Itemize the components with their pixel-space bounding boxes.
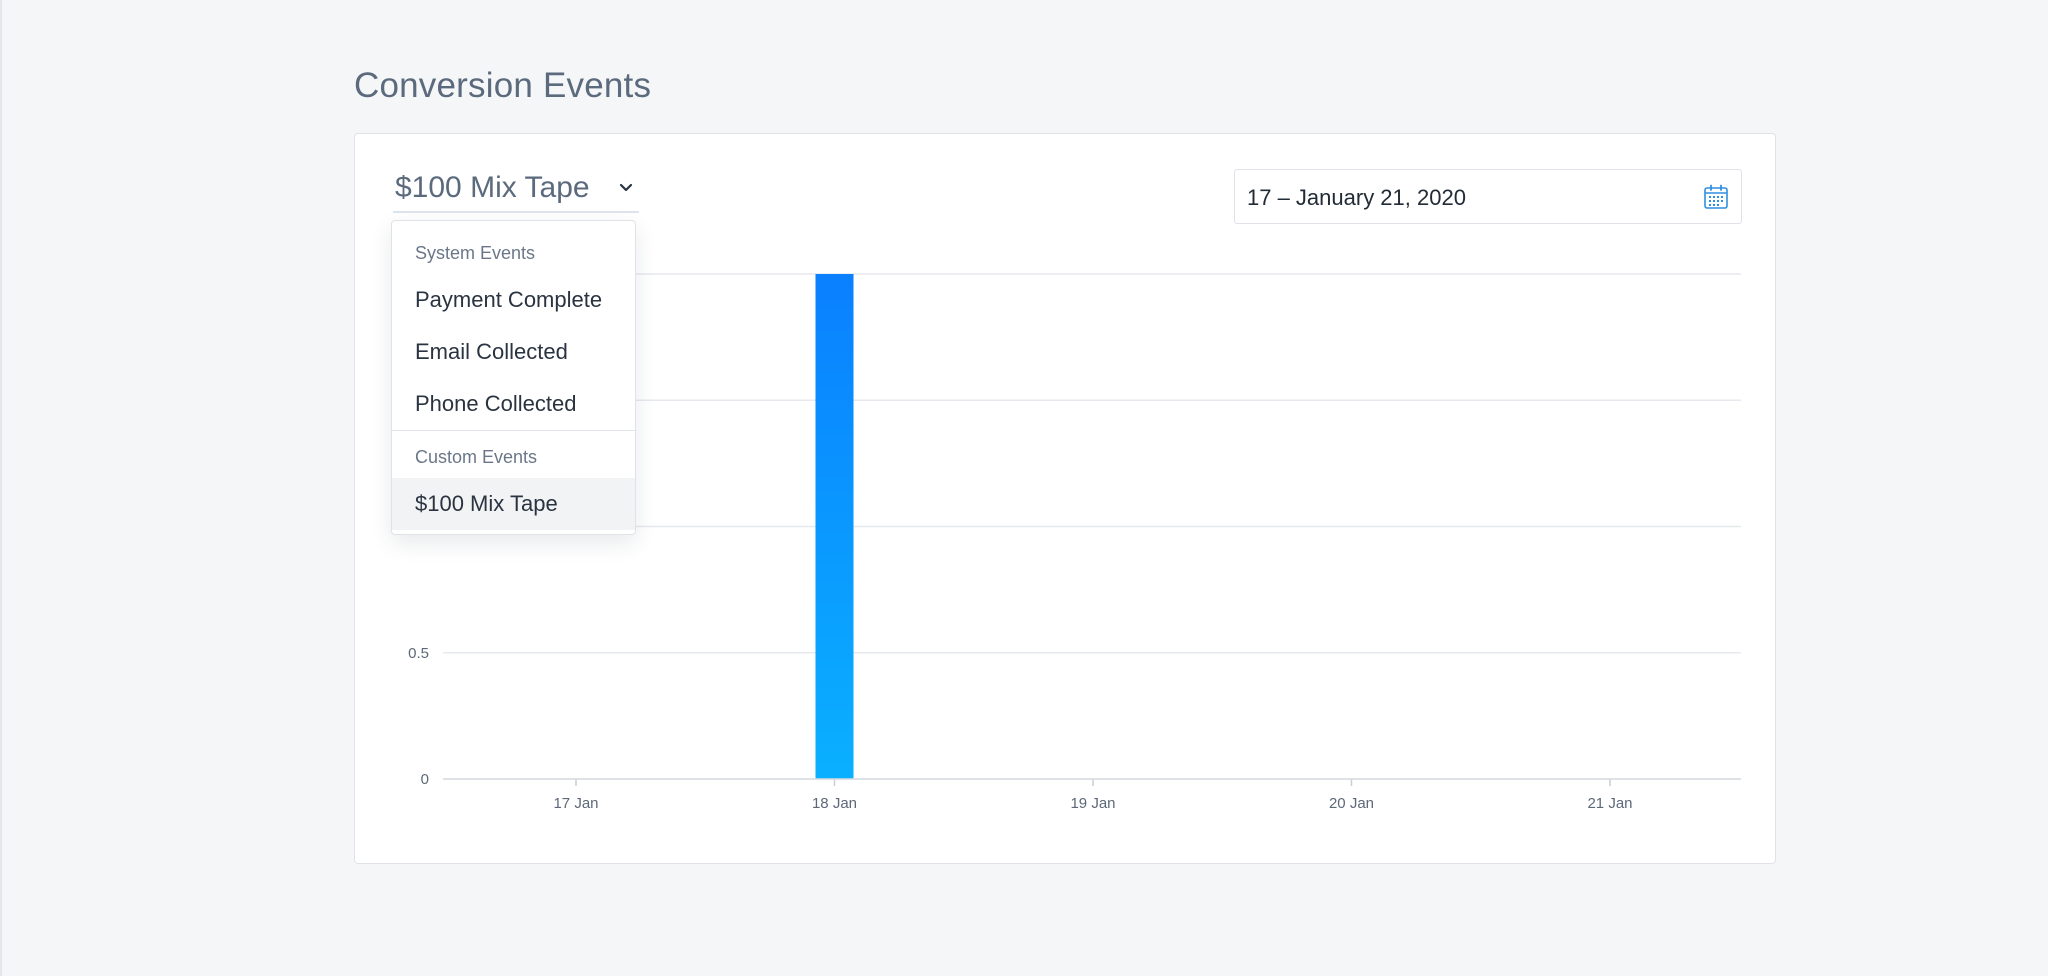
menu-item-payment-complete[interactable]: Payment Complete (415, 287, 603, 312)
x-tick-label: 21 Jan (1587, 795, 1632, 812)
x-tick-label: 19 Jan (1070, 795, 1115, 812)
calendar-icon[interactable] (1703, 184, 1729, 210)
date-range-picker[interactable]: 17 – January 21, 2020 (1234, 169, 1742, 224)
left-edge-divider (0, 0, 2, 976)
chevron-down-icon[interactable] (618, 180, 634, 196)
menu-item-email-collected[interactable]: Email Collected (415, 339, 568, 364)
bar-18-jan[interactable] (815, 274, 854, 779)
x-tick-label: 20 Jan (1329, 795, 1374, 812)
event-dropdown-menu: System Events Payment Complete Email Col… (391, 220, 636, 535)
event-select-value: $100 Mix Tape (395, 171, 590, 204)
date-range-value: 17 – January 21, 2020 (1247, 185, 1466, 210)
menu-item-phone-collected[interactable]: Phone Collected (415, 391, 577, 416)
y-tick-label: 0.5 (408, 645, 429, 662)
x-tick-label: 18 Jan (812, 795, 857, 812)
menu-item-100-mix-tape[interactable]: $100 Mix Tape (392, 478, 635, 530)
menu-group-label-custom-events: Custom Events (415, 447, 538, 467)
x-tick-label: 17 Jan (553, 795, 598, 812)
menu-group-label-system-events: System Events (415, 243, 536, 263)
event-select[interactable]: $100 Mix Tape (393, 171, 641, 213)
y-tick-label: 0 (421, 771, 429, 788)
page-title: Conversion Events (354, 66, 652, 105)
event-select-underline (393, 211, 639, 213)
menu-divider (392, 430, 635, 431)
